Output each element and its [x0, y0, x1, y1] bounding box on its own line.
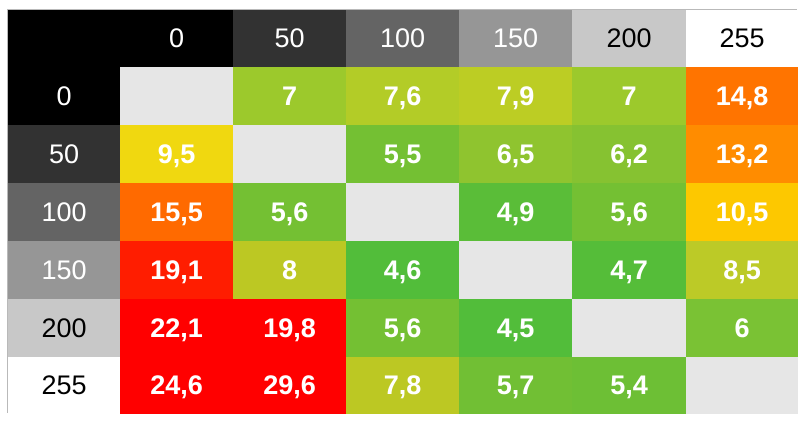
column-header-255: 255	[686, 10, 798, 67]
heatmap-cell: 8	[233, 241, 346, 299]
heatmap-cell: 6,2	[572, 125, 686, 183]
diagonal-cell	[233, 125, 346, 183]
diagonal-cell	[346, 183, 459, 241]
heatmap-cell: 7	[572, 67, 686, 125]
row-header-0: 0	[8, 67, 120, 125]
heatmap-cell: 7,8	[346, 357, 459, 414]
heatmap-cell: 4,5	[459, 299, 572, 357]
heatmap-cell: 5,6	[572, 183, 686, 241]
heatmap-cell: 5,6	[346, 299, 459, 357]
column-header-100: 100	[346, 10, 459, 67]
heatmap-cell: 8,5	[686, 241, 798, 299]
diagonal-cell	[572, 299, 686, 357]
heatmap-cell: 13,2	[686, 125, 798, 183]
heatmap-cell: 7,6	[346, 67, 459, 125]
heatmap-cell: 4,7	[572, 241, 686, 299]
column-header-50: 50	[233, 10, 346, 67]
corner-cell	[8, 10, 120, 67]
heatmap-cell: 7	[233, 67, 346, 125]
heatmap-cell: 19,8	[233, 299, 346, 357]
heatmap-cell: 4,6	[346, 241, 459, 299]
heatmap-cell: 7,9	[459, 67, 572, 125]
heatmap-cell: 9,5	[120, 125, 233, 183]
diagonal-cell	[120, 67, 233, 125]
heatmap-cell: 10,5	[686, 183, 798, 241]
heatmap-table: 0 50 100 150 200 255 0 7 7,6 7,9 7 14,8 50 9,5 5,5 6,5 6…	[7, 9, 798, 414]
row-header-150: 150	[8, 241, 120, 299]
row-header-50: 50	[8, 125, 120, 183]
heatmap-cell: 5,6	[233, 183, 346, 241]
heatmap-cell: 14,8	[686, 67, 798, 125]
heatmap-cell: 6	[686, 299, 798, 357]
heatmap-cell: 24,6	[120, 357, 233, 414]
row-header-255: 255	[8, 357, 120, 414]
column-header-150: 150	[459, 10, 572, 67]
column-header-200: 200	[572, 10, 686, 67]
heatmap-cell: 5,7	[459, 357, 572, 414]
heatmap-cell: 29,6	[233, 357, 346, 414]
column-header-0: 0	[120, 10, 233, 67]
diagonal-cell	[459, 241, 572, 299]
heatmap-cell: 6,5	[459, 125, 572, 183]
heatmap-cell: 15,5	[120, 183, 233, 241]
row-header-100: 100	[8, 183, 120, 241]
diagonal-cell	[686, 357, 798, 414]
heatmap-cell: 5,4	[572, 357, 686, 414]
heatmap-cell: 19,1	[120, 241, 233, 299]
heatmap-cell: 4,9	[459, 183, 572, 241]
row-header-200: 200	[8, 299, 120, 357]
heatmap-cell: 22,1	[120, 299, 233, 357]
heatmap-cell: 5,5	[346, 125, 459, 183]
